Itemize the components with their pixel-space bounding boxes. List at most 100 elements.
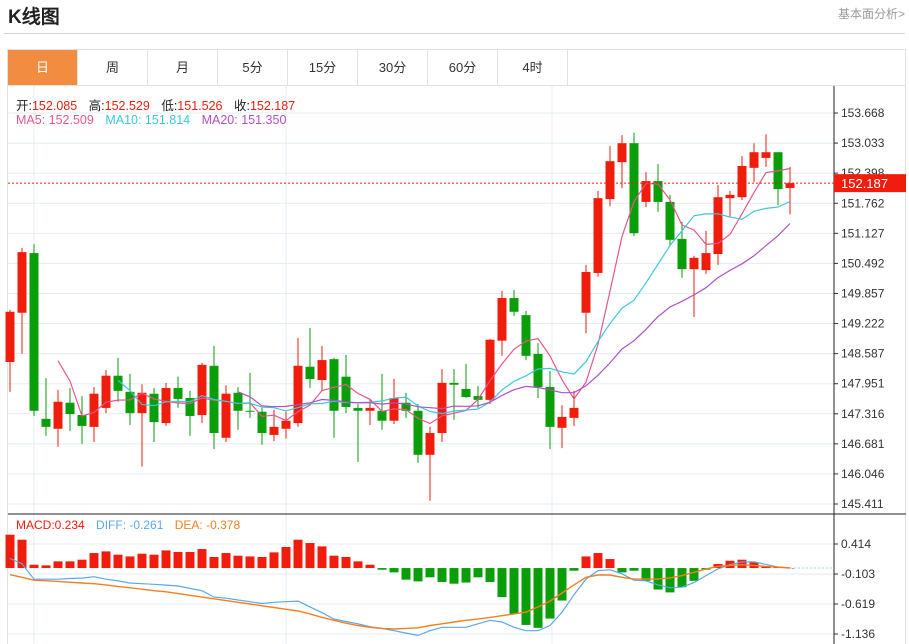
candle-down [41, 418, 51, 427]
candle-down [173, 388, 183, 399]
dea-line [9, 563, 791, 630]
macd-bar [641, 568, 651, 581]
candle-up [641, 181, 651, 202]
candle-down [473, 396, 483, 400]
macd-bar [17, 539, 27, 569]
candle-up [605, 161, 615, 200]
candle-up [761, 152, 771, 158]
candle-down [257, 411, 267, 434]
macd-tick-label: -1.136 [841, 627, 875, 641]
dea-value: DEA: -0.378 [174, 518, 241, 532]
close-value: 152.187 [249, 99, 296, 113]
macd-bar [737, 559, 747, 569]
macd-bar [65, 561, 75, 569]
candle-up [581, 272, 591, 313]
candle-down [125, 391, 135, 414]
ma10-line [117, 200, 791, 415]
price-tick-label: 153.668 [841, 106, 885, 120]
price-tick-label: 146.681 [841, 437, 885, 451]
ma-readout: MA5: 152.509 MA10: 151.814 MA20: 151.350 [16, 113, 286, 127]
ma5-line [57, 167, 791, 425]
candle-up [785, 183, 795, 188]
candle-up [437, 382, 447, 434]
candle-down [449, 382, 459, 385]
macd-bar [245, 556, 255, 569]
macd-bar [581, 556, 591, 569]
candle-down [341, 376, 351, 407]
candle-down [629, 143, 639, 234]
candle-down [533, 353, 543, 388]
macd-bar [461, 568, 471, 583]
candle-up [425, 433, 435, 455]
price-tick-label: 150.492 [841, 256, 885, 270]
macd-bar [497, 568, 507, 598]
macd-tick-label: -0.619 [841, 597, 875, 611]
macd-tick-label: 0.414 [841, 537, 871, 551]
candle-down [113, 375, 123, 391]
macd-bar [377, 568, 387, 570]
candle-down [305, 366, 315, 380]
candle-up [137, 392, 147, 414]
candle-up [593, 198, 603, 273]
tab-5min[interactable]: 5分 [218, 50, 288, 85]
tab-day[interactable]: 日 [8, 50, 78, 85]
candle-down [677, 238, 687, 270]
candle-up [557, 416, 567, 428]
candle-up [701, 253, 711, 271]
macd-bar [761, 566, 771, 569]
low-value: 151.526 [177, 99, 223, 113]
ma5-value: MA5: 152.509 [16, 113, 94, 127]
kline-chart-panel[interactable] [7, 85, 906, 644]
macd-bar [233, 555, 243, 569]
low-label: 低: [161, 99, 178, 113]
macd-bar [677, 568, 687, 588]
price-tick-label: 151.127 [841, 226, 885, 240]
macd-bar [593, 553, 603, 569]
candle-up [725, 194, 735, 199]
macd-bar [149, 554, 159, 569]
price-tick-label: 148.587 [841, 347, 885, 361]
tab-60min[interactable]: 60分 [428, 50, 498, 85]
macd-bar [569, 568, 579, 571]
candle-up [17, 252, 27, 313]
price-tick-label: 153.033 [841, 136, 885, 150]
candle-down [401, 402, 411, 411]
macd-bar [161, 550, 171, 569]
macd-bar [365, 564, 375, 569]
ma20-value: MA20: 151.350 [201, 113, 287, 127]
macd-bar [113, 554, 123, 569]
candle-up [485, 339, 495, 400]
candle-down [233, 392, 243, 411]
candle-down [149, 393, 159, 423]
macd-bar [605, 559, 615, 569]
candle-up [365, 407, 375, 411]
open-label: 开: [16, 99, 32, 113]
tab-30min[interactable]: 30分 [358, 50, 428, 85]
tab-4hour[interactable]: 4时 [498, 50, 568, 85]
candle-up [317, 360, 327, 380]
macd-bar [533, 568, 543, 628]
tab-week[interactable]: 周 [78, 50, 148, 85]
macd-bar [305, 543, 315, 569]
macd-bar [521, 568, 531, 625]
candle-up [161, 388, 171, 424]
candle-up [617, 143, 627, 163]
tab-15min[interactable]: 15分 [288, 50, 358, 85]
price-tick-label: 151.762 [841, 196, 885, 210]
candle-down [65, 402, 75, 415]
fundamental-analysis-link[interactable]: 基本面分析> [837, 7, 905, 21]
candle-up [281, 420, 291, 429]
macd-bar [137, 553, 147, 569]
macd-bar [101, 551, 111, 569]
diff-value: DIFF: -0.261 [96, 518, 164, 532]
tab-month[interactable]: 月 [148, 50, 218, 85]
page-title: K线图 [8, 7, 60, 28]
macd-tick-label: -0.103 [841, 567, 875, 581]
macd-bar [413, 568, 423, 582]
candle-up [89, 393, 99, 427]
price-tick-label: 146.046 [841, 467, 885, 481]
macd-bar [125, 556, 135, 569]
candle-down [509, 298, 519, 312]
candle-down [665, 201, 675, 240]
